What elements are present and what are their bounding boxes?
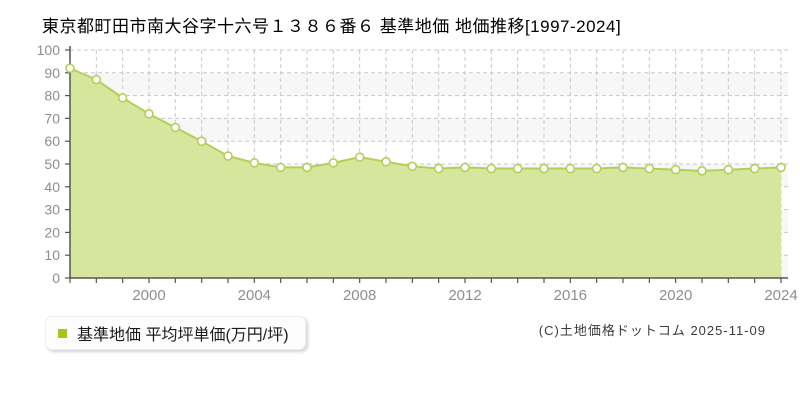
x-axis-label: 2000 (132, 287, 165, 304)
data-point (223, 151, 233, 161)
data-point (670, 164, 681, 175)
data-point (354, 152, 365, 162)
data-point (618, 162, 628, 173)
x-axis-label: 2012 (448, 287, 481, 304)
data-point (565, 163, 576, 174)
data-point (776, 162, 786, 173)
plot-band (70, 118, 788, 142)
y-axis-label: 50 (44, 156, 60, 172)
x-axis-label: 2016 (554, 287, 587, 304)
legend-marker-icon (58, 328, 67, 338)
data-point (539, 163, 549, 174)
plot-band (70, 72, 788, 96)
x-axis-label: 2004 (238, 287, 271, 304)
x-axis-label: 2024 (764, 287, 797, 304)
data-point (749, 163, 760, 174)
data-point (697, 166, 707, 176)
data-point (407, 161, 418, 172)
data-point (65, 63, 75, 74)
data-point (381, 156, 391, 167)
data-point (433, 163, 444, 174)
data-point (644, 163, 655, 174)
series-area (70, 68, 781, 279)
y-axis-label: 90 (44, 65, 60, 81)
y-axis-label: 60 (44, 133, 60, 149)
y-axis-label: 70 (44, 110, 60, 126)
copyright-text: (C)土地価格ドットコム 2025-11-09 (538, 323, 766, 338)
y-axis-label: 20 (44, 224, 60, 240)
y-axis-label: 0 (52, 270, 60, 286)
data-point (275, 162, 286, 173)
data-point (91, 74, 102, 85)
series-line (69, 67, 782, 172)
y-axis-label: 100 (37, 42, 61, 58)
y-axis-label: 10 (44, 247, 60, 263)
data-point (144, 109, 154, 119)
legend: 基準地価 平均坪単価(万円/坪) (45, 316, 306, 350)
data-point (249, 158, 260, 168)
x-axis-label: 2020 (659, 287, 692, 304)
data-point (486, 163, 497, 174)
data-point (170, 122, 181, 133)
legend-label: 基準地価 平均坪単価(万円/坪) (77, 327, 289, 344)
data-point (512, 163, 523, 174)
data-point (302, 162, 312, 173)
page-title: 東京都町田市南大谷字十六号１３８６番６ 基準地価 地価推移[1997-2024] (42, 17, 622, 36)
data-point (328, 158, 339, 168)
y-axis-label: 30 (44, 202, 60, 218)
data-point (117, 93, 128, 103)
y-axis-label: 40 (44, 179, 60, 195)
data-point (591, 163, 602, 174)
y-axis-label: 80 (44, 88, 60, 104)
data-point (723, 164, 734, 175)
data-point (460, 162, 470, 173)
x-axis-label: 2008 (343, 287, 376, 304)
data-point (196, 136, 207, 146)
